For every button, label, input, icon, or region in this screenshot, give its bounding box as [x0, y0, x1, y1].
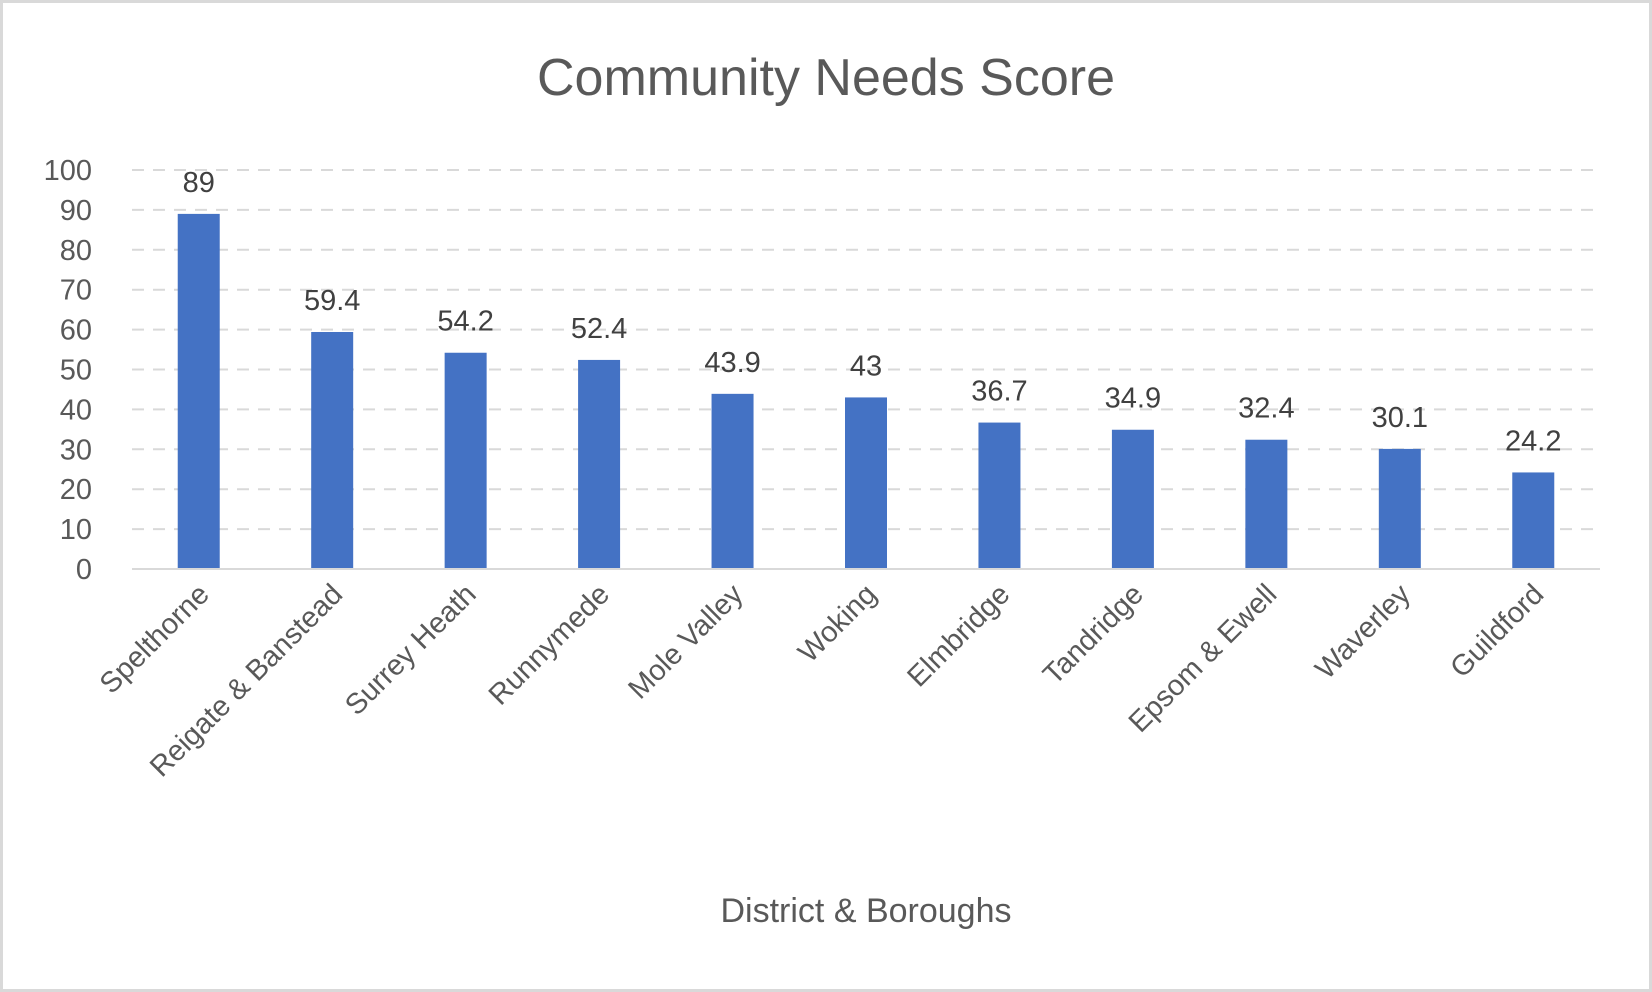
data-label: 59.4 — [304, 285, 360, 317]
gridlines — [132, 169, 1600, 531]
bar — [1378, 448, 1421, 569]
data-label: 34.9 — [1105, 383, 1161, 415]
category-label: Runnymede — [483, 578, 616, 711]
data-label: 32.4 — [1238, 393, 1294, 425]
bar — [1245, 439, 1288, 569]
bar — [578, 359, 621, 569]
data-label: 52.4 — [571, 313, 627, 345]
category-label: Surrey Heath — [339, 578, 482, 721]
chart-title: Community Needs Score — [537, 49, 1115, 107]
bar — [311, 331, 354, 569]
bar — [711, 393, 754, 569]
bar — [177, 213, 220, 569]
data-label: 24.2 — [1505, 425, 1561, 457]
y-tick-label: 100 — [44, 155, 92, 187]
data-label: 54.2 — [437, 306, 493, 338]
x-axis-title: District & Boroughs — [721, 892, 1012, 930]
category-label: Spelthorne — [94, 578, 216, 700]
y-tick-label: 80 — [60, 235, 92, 267]
bar — [444, 352, 487, 569]
category-label: Elmbridge — [901, 578, 1016, 693]
data-labels: 89 59.4 54.2 52.4 43.9 43 36.7 34.9 32.4 30.1 24.2 — [183, 167, 1562, 458]
bar — [1512, 472, 1555, 569]
y-tick-label: 60 — [60, 315, 92, 347]
data-label: 30.1 — [1372, 402, 1428, 434]
y-tick-label: 20 — [60, 474, 92, 506]
y-tick-label: 50 — [60, 355, 92, 387]
y-tick-label: 10 — [60, 514, 92, 546]
y-tick-label: 40 — [60, 394, 92, 426]
y-tick-label: 70 — [60, 275, 92, 307]
category-label: Tandridge — [1037, 578, 1150, 691]
category-label: Waverley — [1309, 578, 1417, 686]
bar — [1111, 429, 1154, 569]
y-tick-label: 90 — [60, 195, 92, 227]
bar — [978, 422, 1021, 569]
data-label: 43.9 — [704, 347, 760, 379]
data-label: 89 — [183, 167, 215, 199]
y-tick-label: 0 — [76, 554, 92, 586]
bars — [177, 213, 1555, 569]
y-tick-label: 30 — [60, 434, 92, 466]
bar — [845, 397, 887, 569]
category-label: Mole Valley — [622, 578, 749, 705]
data-label: 43 — [850, 350, 882, 382]
y-axis-ticks: 0 10 20 30 40 50 60 70 80 90 100 — [44, 155, 92, 586]
category-label: Guildford — [1444, 578, 1550, 684]
data-label: 36.7 — [971, 376, 1027, 408]
category-label: Woking — [792, 578, 883, 669]
